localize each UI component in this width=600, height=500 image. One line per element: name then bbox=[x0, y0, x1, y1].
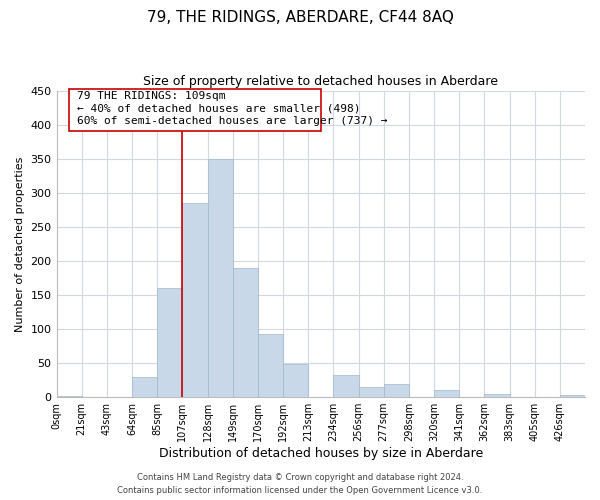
Bar bbox=[208, 158, 233, 397]
Bar bbox=[560, 395, 585, 397]
Text: 79, THE RIDINGS, ABERDARE, CF44 8AQ: 79, THE RIDINGS, ABERDARE, CF44 8AQ bbox=[146, 10, 454, 25]
Bar bbox=[233, 268, 258, 397]
X-axis label: Distribution of detached houses by size in Aberdare: Distribution of detached houses by size … bbox=[158, 447, 483, 460]
Text: ← 40% of detached houses are smaller (498): ← 40% of detached houses are smaller (49… bbox=[77, 104, 360, 114]
Bar bbox=[56, 396, 82, 397]
FancyBboxPatch shape bbox=[69, 89, 321, 132]
Bar bbox=[359, 387, 383, 397]
Bar bbox=[132, 376, 157, 397]
Title: Size of property relative to detached houses in Aberdare: Size of property relative to detached ho… bbox=[143, 75, 498, 88]
Bar bbox=[334, 374, 359, 397]
Y-axis label: Number of detached properties: Number of detached properties bbox=[15, 156, 25, 332]
Bar bbox=[258, 334, 283, 397]
Bar bbox=[434, 390, 459, 397]
Text: 60% of semi-detached houses are larger (737) →: 60% of semi-detached houses are larger (… bbox=[77, 116, 387, 126]
Bar bbox=[182, 203, 208, 397]
Bar bbox=[283, 364, 308, 397]
Bar bbox=[157, 288, 182, 397]
Bar bbox=[484, 394, 509, 397]
Text: 79 THE RIDINGS: 109sqm: 79 THE RIDINGS: 109sqm bbox=[77, 91, 225, 101]
Bar bbox=[383, 384, 409, 397]
Text: Contains HM Land Registry data © Crown copyright and database right 2024.
Contai: Contains HM Land Registry data © Crown c… bbox=[118, 474, 482, 495]
